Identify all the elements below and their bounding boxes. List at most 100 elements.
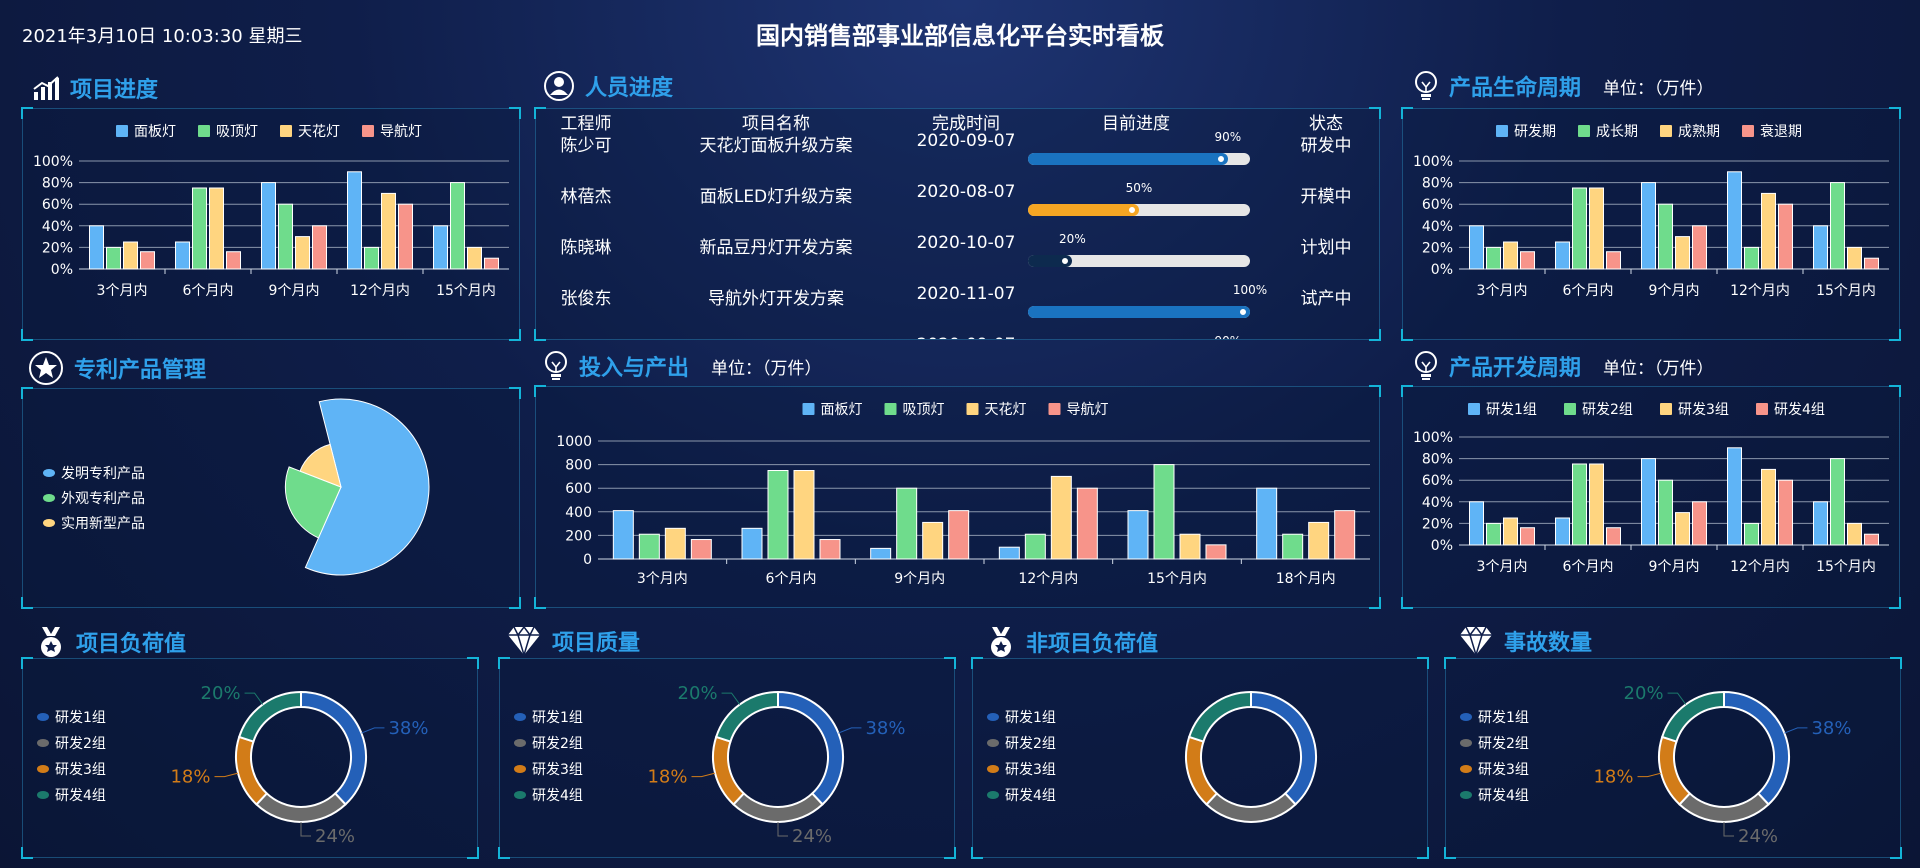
legend-swatch bbox=[37, 791, 49, 799]
legend-label: 研发3组 bbox=[1478, 762, 1529, 778]
section-title: 人员进度 bbox=[585, 76, 674, 101]
user-icon bbox=[544, 71, 574, 101]
legend-swatch bbox=[987, 765, 999, 773]
bar bbox=[1778, 203, 1793, 270]
header-progress: 目前进度 bbox=[1102, 114, 1170, 134]
section-title: 项目进度 bbox=[70, 78, 159, 103]
legend-label: 研发1组 bbox=[532, 710, 583, 726]
bar bbox=[1572, 463, 1587, 546]
accidents-chart-panel: 研发1组 研发2组 研发3组 研发4组 38% 24% 18% 20% bbox=[1444, 657, 1902, 859]
bar bbox=[123, 241, 138, 270]
donut-value-label: 18% bbox=[170, 767, 210, 788]
section-title: 项目质量 bbox=[552, 631, 641, 656]
input-output-chart-panel: 面板灯 吸顶灯 天花灯 导航灯 0 200 400 600 800 1000 3个月内 6个月内 9个月… bbox=[534, 385, 1381, 609]
bar bbox=[1282, 533, 1304, 560]
legend-swatch bbox=[1496, 125, 1508, 137]
legend-label: 研发2组 bbox=[55, 736, 106, 752]
staff-progress-table: 工程师 项目名称 完成时间 目前进度 状态 陈少可 天花灯面板升级方案 2020-0… bbox=[536, 109, 1379, 339]
donut-slice bbox=[714, 690, 779, 743]
label-leader bbox=[1784, 727, 1808, 734]
legend-label: 研发期 bbox=[1514, 124, 1556, 140]
bar bbox=[1486, 246, 1501, 270]
bar bbox=[381, 192, 396, 270]
section-title: 项目负荷值 bbox=[76, 632, 187, 657]
x-tick-label: 15个月内 bbox=[1816, 283, 1876, 299]
section-accidents: 事故数量 bbox=[1458, 625, 1592, 657]
legend-label: 研发4组 bbox=[532, 788, 583, 804]
progress-fill bbox=[1028, 153, 1228, 165]
legend-swatch bbox=[37, 739, 49, 747]
bar bbox=[261, 182, 276, 270]
y-tick-label: 200 bbox=[565, 528, 592, 544]
y-tick-label: 0% bbox=[51, 262, 73, 278]
y-tick-label: 40% bbox=[42, 219, 73, 235]
pie-slice bbox=[284, 466, 342, 539]
progress-percent-label: 100% bbox=[1232, 283, 1268, 297]
label-leader bbox=[244, 692, 264, 705]
section-patent: 专利产品管理 bbox=[28, 350, 206, 386]
legend-label: 研发2组 bbox=[532, 736, 583, 752]
y-tick-label: 40% bbox=[1422, 495, 1453, 511]
legend-swatch bbox=[43, 469, 55, 477]
diamond-icon bbox=[1460, 625, 1492, 657]
section-title: 专利产品管理 bbox=[74, 358, 207, 383]
y-tick-label: 600 bbox=[565, 481, 592, 497]
y-tick-label: 80% bbox=[1422, 176, 1453, 192]
legend-swatch bbox=[514, 713, 526, 721]
y-tick-label: 400 bbox=[565, 505, 592, 521]
donut-slice bbox=[300, 690, 367, 806]
project-name-cell: 导航外灯开发方案 bbox=[708, 289, 844, 309]
bar bbox=[1761, 468, 1776, 546]
y-tick-label: 1000 bbox=[556, 434, 592, 450]
bar bbox=[1127, 510, 1149, 560]
bar bbox=[1606, 251, 1621, 270]
y-tick-label: 0% bbox=[1431, 538, 1453, 554]
bar bbox=[767, 470, 789, 560]
unit-label: 单位：（万件） bbox=[1603, 78, 1714, 99]
y-tick-label: 20% bbox=[42, 240, 73, 256]
section-project-progress: 项目进度 bbox=[32, 72, 158, 104]
progress-fill bbox=[1028, 306, 1250, 318]
bar bbox=[1308, 521, 1330, 560]
bar bbox=[278, 203, 293, 270]
donut-slice bbox=[1185, 735, 1219, 806]
legend-label: 研发4组 bbox=[1478, 788, 1529, 804]
legend-swatch bbox=[37, 765, 49, 773]
y-tick-label: 100% bbox=[1413, 430, 1453, 446]
bar bbox=[998, 546, 1020, 560]
legend-swatch bbox=[1578, 125, 1590, 137]
bar bbox=[295, 236, 310, 270]
legend-swatch bbox=[987, 713, 999, 721]
bar bbox=[398, 203, 413, 270]
donut-slice bbox=[1660, 690, 1725, 743]
donut-slice bbox=[237, 690, 302, 743]
legend-label: 导航灯 bbox=[380, 124, 422, 140]
y-tick-label: 40% bbox=[1422, 219, 1453, 235]
progress-percent-label: 50% bbox=[1125, 181, 1153, 195]
dev-cycle-chart-panel: 研发1组 研发2组 研发3组 研发4组 0% 20% 40% 60% 80% 100% 3个月内 6个… bbox=[1401, 385, 1901, 609]
bar bbox=[1641, 182, 1656, 270]
x-tick-label: 3个月内 bbox=[1477, 559, 1528, 575]
donut-slice bbox=[732, 792, 824, 823]
legend-swatch bbox=[884, 403, 897, 415]
label-leader bbox=[838, 727, 862, 734]
legend-swatch bbox=[1460, 765, 1472, 773]
x-tick-label: 12个月内 bbox=[1018, 571, 1078, 587]
label-leader bbox=[777, 822, 788, 837]
bar bbox=[1555, 241, 1570, 270]
bar bbox=[1486, 522, 1501, 546]
status-cell: 研发中 bbox=[1300, 136, 1352, 156]
bar bbox=[1589, 187, 1604, 270]
section-dev-cycle: 产品开发周期 单位：（万件） bbox=[1413, 350, 1714, 382]
completion-date-cell: 2020-11-07 bbox=[916, 284, 1016, 304]
bar bbox=[1469, 501, 1484, 546]
bar bbox=[690, 539, 712, 560]
legend-label: 吸顶灯 bbox=[903, 402, 945, 418]
chart-legend: 研发期 成长期 成熟期 衰退期 bbox=[1496, 123, 1802, 140]
legend-label: 成熟期 bbox=[1678, 124, 1720, 140]
legend-swatch bbox=[116, 125, 128, 137]
donut-value-label: 20% bbox=[1624, 683, 1664, 704]
